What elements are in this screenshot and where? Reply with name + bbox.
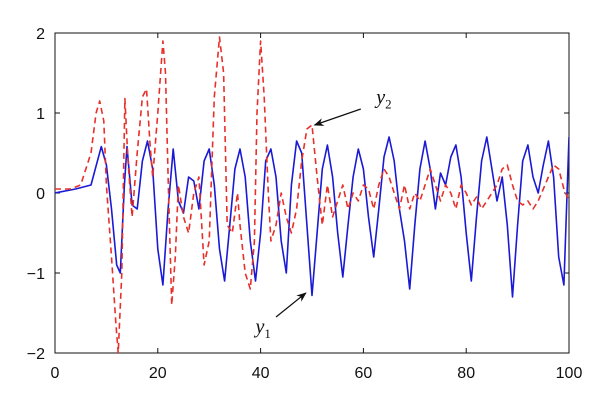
y-tick-label: −1 bbox=[27, 266, 45, 283]
x-tick-label: 80 bbox=[457, 365, 475, 382]
x-tick-label: 60 bbox=[355, 365, 373, 382]
annotation-letter: y bbox=[253, 316, 264, 338]
annotation-subscript: 2 bbox=[385, 96, 392, 111]
annotation-arrow-y2 bbox=[313, 108, 362, 126]
series-line-y1 bbox=[55, 136, 569, 298]
annotation-label-y2: y2 bbox=[374, 86, 391, 111]
axis-ticks: 0 20 40 60 80 100 −2 −1 0 1 2 bbox=[27, 26, 583, 382]
y-tick-label: 2 bbox=[36, 26, 45, 43]
y-tick-label: −2 bbox=[27, 346, 45, 363]
series-layer bbox=[55, 36, 569, 353]
x-tick-label: 100 bbox=[556, 365, 583, 382]
plot-frame bbox=[54, 32, 570, 354]
annotation-subscript: 1 bbox=[264, 326, 271, 341]
annotation-arrow-y1 bbox=[275, 292, 307, 318]
series-line-y2 bbox=[55, 36, 569, 353]
annotation-letter: y bbox=[374, 86, 385, 108]
x-tick-label: 40 bbox=[252, 365, 270, 382]
y-tick-label: 1 bbox=[36, 106, 45, 123]
x-tick-label: 0 bbox=[51, 365, 60, 382]
annotation-label-y1: y1 bbox=[253, 316, 270, 341]
x-tick-label: 20 bbox=[149, 365, 167, 382]
y-tick-label: 0 bbox=[36, 186, 45, 203]
